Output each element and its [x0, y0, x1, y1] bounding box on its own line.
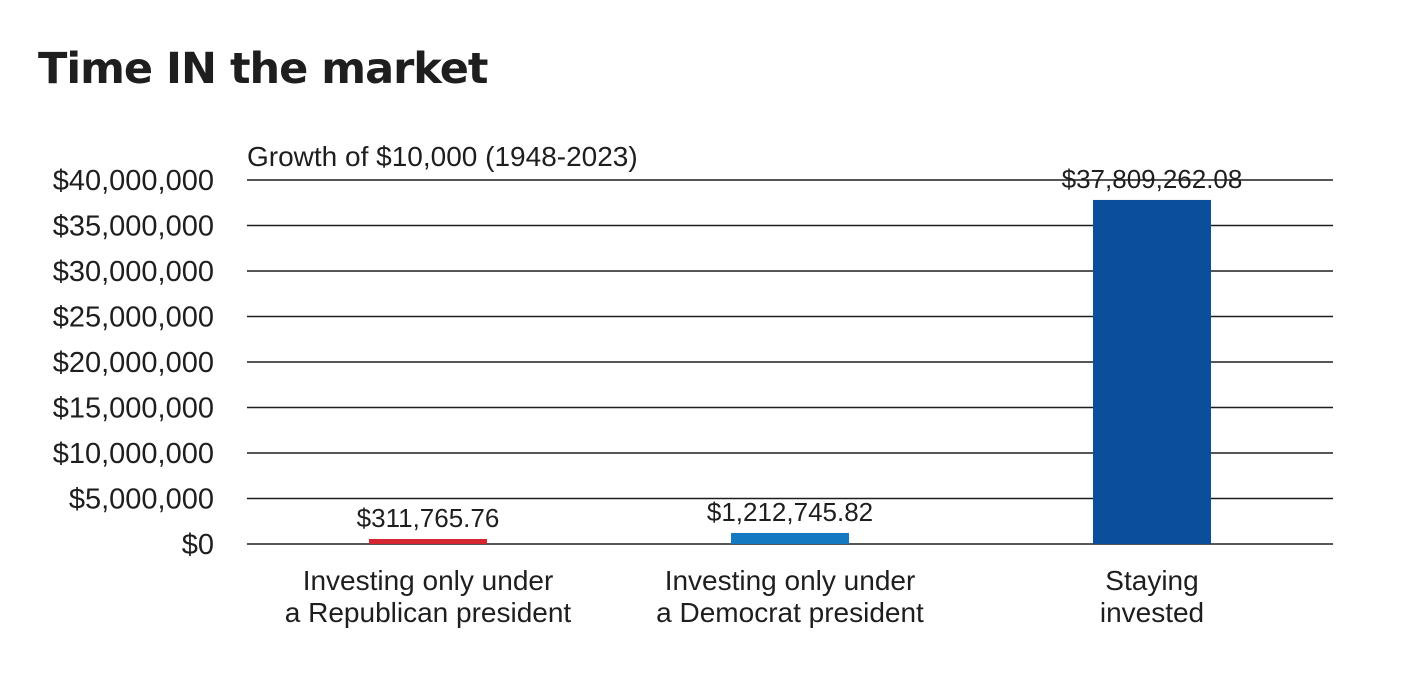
- data-labels: $311,765.76 $1,212,745.82 $37,809,262.08: [357, 164, 1243, 533]
- y-tick-label: $40,000,000: [53, 165, 214, 197]
- y-tick-label: $20,000,000: [53, 347, 214, 379]
- category-label: invested: [1100, 597, 1204, 628]
- bar: [731, 532, 849, 544]
- chart-subtitle: Growth of $10,000 (1948-2023): [247, 141, 638, 172]
- y-axis-tick-labels: $0 $5,000,000 $10,000,000 $15,000,000 $20,00…: [53, 165, 214, 561]
- bars: [369, 199, 1211, 544]
- y-tick-label: $5,000,000: [69, 484, 214, 516]
- y-tick-label: $35,000,000: [53, 211, 214, 243]
- category-label: a Republican president: [285, 597, 572, 628]
- category-label: Investing only under: [665, 565, 916, 596]
- bar: [369, 539, 487, 544]
- y-tick-label: $15,000,000: [53, 393, 214, 425]
- y-tick-label: $10,000,000: [53, 438, 214, 470]
- data-label: $37,809,262.08: [1062, 164, 1243, 194]
- y-tick-label: $0: [182, 529, 214, 561]
- bar: [1093, 199, 1211, 544]
- category-label: a Democrat president: [656, 597, 924, 628]
- category-label: Staying: [1105, 565, 1198, 596]
- data-label: $1,212,745.82: [707, 497, 873, 527]
- category-label: Investing only under: [303, 565, 554, 596]
- data-label: $311,765.76: [357, 503, 500, 533]
- chart-title: Time IN the market: [38, 44, 488, 94]
- y-tick-label: $30,000,000: [53, 256, 214, 288]
- y-tick-label: $25,000,000: [53, 302, 214, 334]
